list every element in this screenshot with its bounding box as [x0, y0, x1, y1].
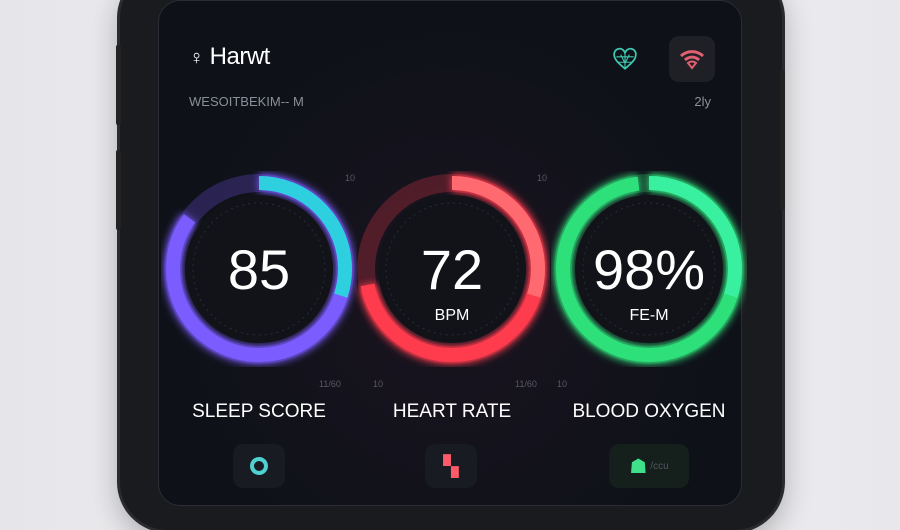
gauge-accent: [556, 176, 742, 362]
sleep-button[interactable]: [233, 444, 285, 488]
app-screen: ♀ Harwt WESOITBEKIM-- M 2ly 85 SLEEP SCO…: [158, 0, 744, 506]
ring-icon: [250, 457, 268, 475]
tick-label: 11/60: [515, 379, 537, 389]
gauge-value: 72: [420, 238, 484, 301]
gauge-ticks: [385, 202, 519, 336]
gauge-accent: [359, 176, 545, 362]
gauge-value: 85: [227, 238, 291, 301]
wifi-button[interactable]: [669, 36, 715, 82]
heart-button[interactable]: ▚: [425, 444, 477, 488]
gauge-accent: [166, 176, 352, 362]
heart-chart-icon: ▚: [443, 455, 459, 478]
power-button: [780, 70, 785, 210]
tick-label: 10: [373, 379, 384, 389]
meta-text: 2ly: [694, 94, 711, 109]
tick-label: 10: [537, 173, 548, 183]
gauge-3[interactable]: 98% FE-M: [551, 171, 747, 367]
gauge-label: HEART RATE: [392, 401, 512, 422]
gauge-value: 98%: [592, 238, 706, 301]
app-title: ♀ Harwt: [189, 43, 270, 71]
gauge-inner: [378, 195, 526, 343]
gauge-ticks: [582, 202, 716, 336]
title-text: Harwt: [209, 43, 271, 70]
tick-label: 10: [557, 379, 568, 389]
side-button: [116, 150, 121, 230]
tick-label: 11/60: [319, 379, 341, 389]
heart-globe-icon[interactable]: [605, 39, 645, 79]
tick-label: 10: [345, 173, 356, 183]
gauge-ticks: [192, 202, 326, 336]
wifi-icon: [679, 50, 705, 70]
side-button: [116, 45, 121, 125]
gauge-1[interactable]: 85: [161, 171, 357, 367]
gauge-label: SLEEP SCORE: [192, 401, 326, 422]
gauge-unit: BPM: [434, 307, 470, 324]
gauge-2[interactable]: 72 BPM: [354, 171, 550, 367]
gauge-unit: FE-M: [629, 307, 669, 324]
oxygen-button-label: /ccu: [650, 460, 669, 472]
person-icon: ☗: [629, 455, 648, 478]
subtitle: WESOITBEKIM-- M: [189, 94, 304, 109]
user-icon: ♀: [189, 47, 204, 69]
gauge-label: BLOOD OXYGEN: [572, 401, 726, 422]
oxygen-button[interactable]: ☗/ccu: [609, 444, 689, 488]
gauge-inner: [185, 195, 333, 343]
gauge-inner: [575, 195, 723, 343]
